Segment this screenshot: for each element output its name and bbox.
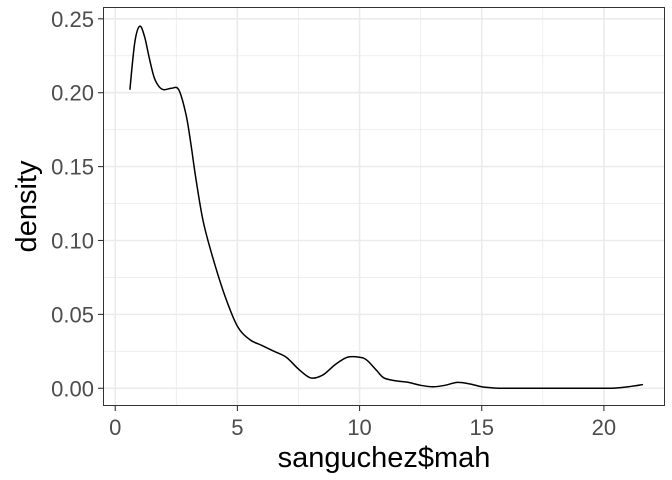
y-tick-label: 0.20 — [51, 81, 94, 106]
density-curve — [129, 25, 644, 390]
x-tick-label: 10 — [347, 415, 371, 440]
y-axis-ticks — [98, 18, 103, 389]
y-tick-label: 0.05 — [51, 302, 94, 327]
x-axis-ticks — [114, 406, 605, 411]
series-layer — [129, 25, 644, 390]
plot-border — [103, 7, 665, 406]
x-tick-label: 20 — [592, 415, 616, 440]
y-tick-label: 0.25 — [51, 7, 94, 32]
y-tick-label: 0.10 — [51, 228, 94, 253]
plot-panel — [103, 7, 665, 406]
y-tick-label: 0.00 — [51, 376, 94, 401]
y-tick-label: 0.15 — [51, 155, 94, 180]
y-axis-tick-labels: 0.00 0.05 0.10 0.15 0.20 0.25 — [51, 7, 94, 401]
x-axis-tick-labels: 0 5 10 15 20 — [109, 415, 616, 440]
major-gridlines — [103, 7, 665, 406]
x-tick-label: 0 — [109, 415, 121, 440]
x-tick-label: 15 — [469, 415, 493, 440]
y-axis-title: density — [11, 160, 43, 252]
x-tick-label: 5 — [231, 415, 243, 440]
minor-gridlines — [103, 7, 665, 406]
x-axis-title: sanguchez$mah — [278, 442, 491, 474]
